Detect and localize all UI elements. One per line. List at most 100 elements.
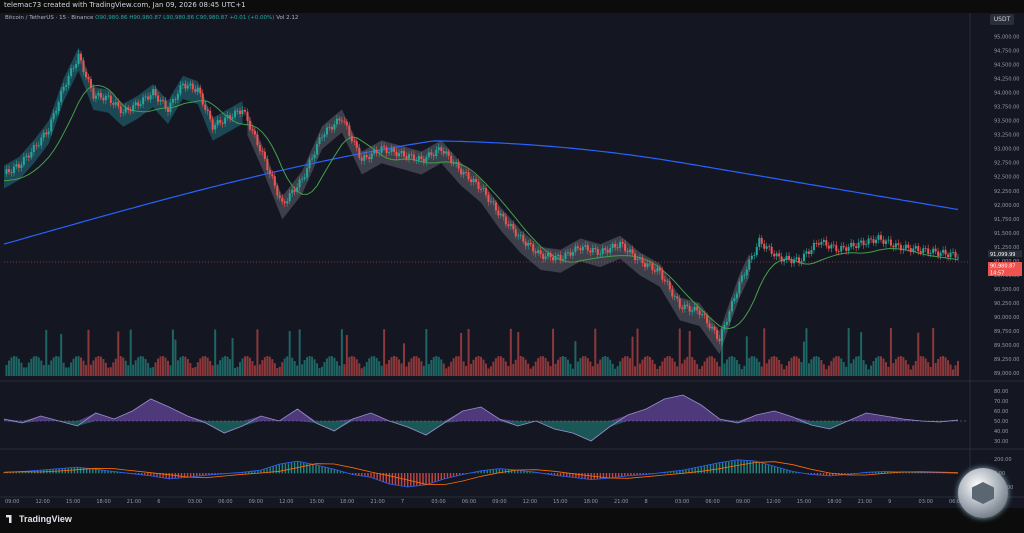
candle-body bbox=[398, 153, 401, 157]
candle-body bbox=[504, 216, 507, 225]
volume-bar bbox=[867, 369, 870, 376]
macd-histogram-bar bbox=[905, 472, 907, 474]
macd-histogram-bar bbox=[575, 473, 577, 478]
candle-body bbox=[253, 130, 256, 135]
volume-bar bbox=[512, 363, 515, 376]
candle-body bbox=[830, 244, 833, 249]
macd-histogram-bar bbox=[318, 466, 320, 474]
macd-histogram-bar bbox=[483, 470, 485, 474]
volume-bar bbox=[477, 356, 480, 376]
macd-histogram-bar bbox=[572, 473, 574, 478]
volume-bar bbox=[870, 365, 873, 376]
volume-bar bbox=[241, 358, 244, 376]
time-axis-label: 09:00 bbox=[736, 499, 750, 505]
candle-body bbox=[62, 86, 65, 91]
candle-body bbox=[134, 102, 137, 106]
volume-bar bbox=[894, 359, 897, 376]
price-label-tag bbox=[988, 269, 1022, 277]
macd-histogram-bar bbox=[458, 473, 461, 476]
candle-body bbox=[703, 314, 706, 316]
macd-histogram-bar bbox=[98, 469, 100, 474]
candle-body bbox=[345, 121, 348, 126]
candle-body bbox=[502, 213, 505, 217]
macd-histogram-bar bbox=[150, 473, 152, 477]
volume-bar bbox=[316, 363, 319, 376]
volume-bar bbox=[529, 368, 532, 376]
candle-body bbox=[614, 243, 617, 248]
volume-bar bbox=[470, 363, 473, 376]
candle-body bbox=[899, 244, 902, 251]
volume-bar bbox=[899, 356, 902, 376]
volume-bar bbox=[566, 359, 569, 376]
macd-histogram-bar bbox=[828, 473, 831, 477]
macd-histogram-bar bbox=[688, 469, 690, 474]
volume-bar bbox=[547, 361, 550, 376]
volume-bar bbox=[398, 359, 401, 376]
candle-body bbox=[902, 248, 905, 251]
candle-body bbox=[480, 188, 482, 190]
macd-histogram-bar bbox=[492, 469, 495, 474]
candle-body bbox=[442, 150, 445, 154]
volume-bar bbox=[159, 356, 162, 376]
volume-bar bbox=[323, 362, 326, 376]
macd-histogram-bar bbox=[388, 473, 391, 484]
candle-body bbox=[137, 102, 140, 106]
candle-body bbox=[666, 281, 669, 283]
volume-bar bbox=[258, 364, 261, 376]
volume-bar bbox=[646, 356, 649, 376]
volume-bar bbox=[7, 360, 10, 376]
volume-bar bbox=[440, 359, 443, 376]
volume-bar bbox=[400, 363, 403, 376]
volume-bar bbox=[373, 356, 376, 376]
volume-bar bbox=[266, 356, 269, 376]
volume-bar bbox=[723, 363, 726, 376]
candle-body bbox=[452, 163, 455, 164]
candle-body bbox=[243, 109, 246, 112]
price-axis-label: 93,750.00 bbox=[994, 105, 1019, 111]
candle-body bbox=[184, 83, 187, 89]
macd-histogram-bar bbox=[373, 473, 375, 479]
candle-body bbox=[668, 281, 671, 290]
macd-histogram-bar bbox=[355, 473, 357, 476]
macd-histogram-bar bbox=[633, 473, 635, 476]
volume-bar bbox=[251, 360, 254, 376]
currency-badge[interactable]: USDT bbox=[990, 14, 1014, 25]
volume-bar bbox=[557, 359, 560, 376]
volume-bar bbox=[268, 356, 271, 376]
macd-histogram-bar bbox=[330, 468, 332, 474]
candle-body bbox=[224, 117, 227, 124]
macd-histogram-bar bbox=[419, 473, 421, 486]
time-axis-label: 21:00 bbox=[370, 499, 384, 505]
rsi-axis-label: 60.00 bbox=[994, 409, 1008, 415]
macd-histogram-bar bbox=[599, 473, 602, 479]
macd-histogram-bar bbox=[315, 465, 317, 474]
candle-body bbox=[12, 166, 15, 173]
candle-body bbox=[544, 256, 547, 259]
candle-body bbox=[688, 306, 691, 312]
macd-histogram-bar bbox=[663, 472, 666, 474]
rsi-axis-label: 70.00 bbox=[994, 399, 1008, 405]
volume-bar bbox=[405, 366, 408, 376]
candle-body bbox=[770, 246, 773, 254]
candle-body bbox=[248, 120, 251, 130]
volume-bar bbox=[917, 332, 920, 376]
candle-body bbox=[430, 152, 433, 156]
candle-body bbox=[435, 149, 438, 157]
macd-histogram-bar bbox=[339, 471, 342, 474]
candle-body bbox=[472, 179, 475, 183]
candle-body bbox=[99, 92, 102, 98]
macd-histogram-bar bbox=[76, 467, 79, 474]
volume-bar bbox=[716, 361, 719, 376]
candle-body bbox=[266, 158, 269, 170]
volume-bar bbox=[924, 358, 927, 376]
candle-body bbox=[298, 179, 301, 188]
candle-body bbox=[380, 146, 383, 153]
candle-body bbox=[696, 306, 699, 311]
volume-bar bbox=[243, 356, 246, 376]
candle-body bbox=[191, 83, 194, 90]
volume-bar bbox=[211, 365, 214, 376]
candle-body bbox=[455, 162, 458, 164]
candle-body bbox=[231, 117, 234, 119]
volume-bar bbox=[835, 356, 838, 376]
